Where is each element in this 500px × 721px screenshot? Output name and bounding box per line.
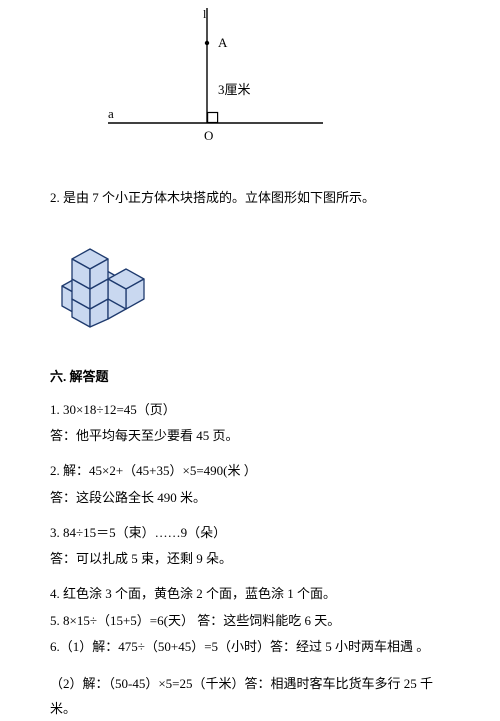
answer-6-1-line: 6.（1）解：475÷（50+45）=5（小时）答：经过 5 小时两车相遇 。 [50,635,450,660]
geometry-svg: l A 3厘米 a O [108,8,338,153]
answer-2-reply: 答：这段公路全长 490 米。 [50,486,450,511]
answer-6-2-line: （2）解：（50-45）×5=25（千米）答：相遇时客车比货车多行 25 千米。 [50,672,450,721]
question-2-text: 2. 是由 7 个小正方体木块搭成的。立体图形如下图所示。 [50,186,450,211]
answer-3-calc: 3. 84÷15＝5（束）……9（朵） [50,521,450,546]
cube-svg [50,228,160,328]
answer-1-calc: 1. 30×18÷12=45（页） [50,398,450,423]
label-A: A [218,35,228,50]
answer-4-line: 4. 红色涂 3 个面，黄色涂 2 个面，蓝色涂 1 个面。 [50,582,450,607]
geometry-diagram: l A 3厘米 a O [108,8,450,162]
answer-3-reply: 答：可以扎成 5 束，还剩 9 朵。 [50,547,450,572]
answer-2-calc: 2. 解：45×2+（45+35）×5=490(米 ） [50,459,450,484]
label-a: a [108,106,114,121]
section-6-title: 六. 解答题 [50,365,450,390]
answer-5-line: 5. 8×15÷（15+5）=6(天） 答：这些饲料能吃 6 天。 [50,609,450,634]
answer-1-reply: 答：他平均每天至少要看 45 页。 [50,424,450,449]
label-dim: 3厘米 [218,82,251,97]
cube-figure [50,228,450,337]
label-O: O [204,128,213,143]
